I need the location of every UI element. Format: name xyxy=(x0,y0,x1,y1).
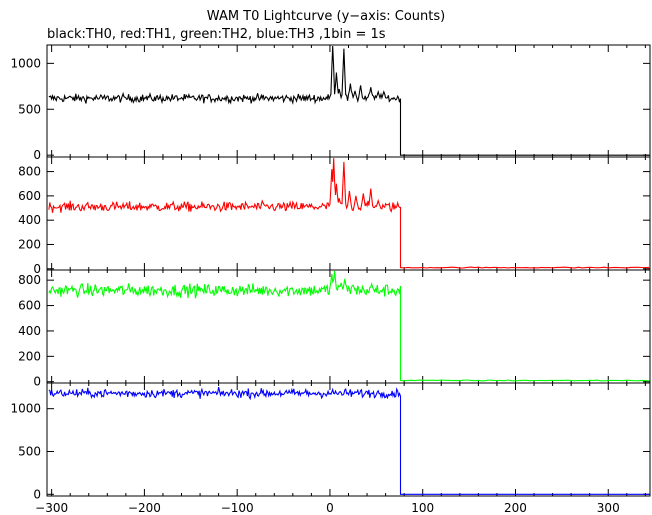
x-tick-label: 0 xyxy=(326,501,334,515)
y-tick-label: 800 xyxy=(18,165,41,179)
chart-title: WAM T0 Lightcurve (y−axis: Counts) xyxy=(206,9,446,24)
panel-frame xyxy=(46,44,651,158)
chart-subtitle: black:TH0, red:TH1, green:TH2, blue:TH3 … xyxy=(47,27,386,42)
x-tick-label: −100 xyxy=(221,501,254,515)
y-tick-label: 0 xyxy=(33,148,41,162)
y-tick-label: 1000 xyxy=(10,402,41,416)
y-tick-label: 1000 xyxy=(10,56,41,70)
y-tick-label: 400 xyxy=(18,213,41,227)
y-tick-label: 200 xyxy=(18,349,41,363)
y-tick-label: 800 xyxy=(18,273,41,287)
series-line-th1 xyxy=(48,158,650,269)
x-tick-label: −200 xyxy=(128,501,161,515)
y-tick-label: 0 xyxy=(33,262,41,276)
y-tick-label: 0 xyxy=(33,375,41,389)
y-tick-label: 400 xyxy=(18,324,41,338)
y-tick-label: 600 xyxy=(18,299,41,313)
y-tick-label: 200 xyxy=(18,237,41,251)
x-tick-label: −300 xyxy=(35,501,68,515)
panel-frame xyxy=(46,382,651,497)
series-line-th2 xyxy=(48,270,650,382)
series-line-th0 xyxy=(48,45,650,156)
y-tick-label: 0 xyxy=(33,487,41,501)
y-tick-label: 500 xyxy=(18,102,41,116)
x-tick-label: 200 xyxy=(504,501,527,515)
panel-frame xyxy=(46,156,651,271)
y-tick-label: 500 xyxy=(18,444,41,458)
x-tick-label: 300 xyxy=(597,501,620,515)
x-tick-label: 100 xyxy=(411,501,434,515)
y-tick-label: 600 xyxy=(18,189,41,203)
series-line-th3 xyxy=(48,386,650,495)
